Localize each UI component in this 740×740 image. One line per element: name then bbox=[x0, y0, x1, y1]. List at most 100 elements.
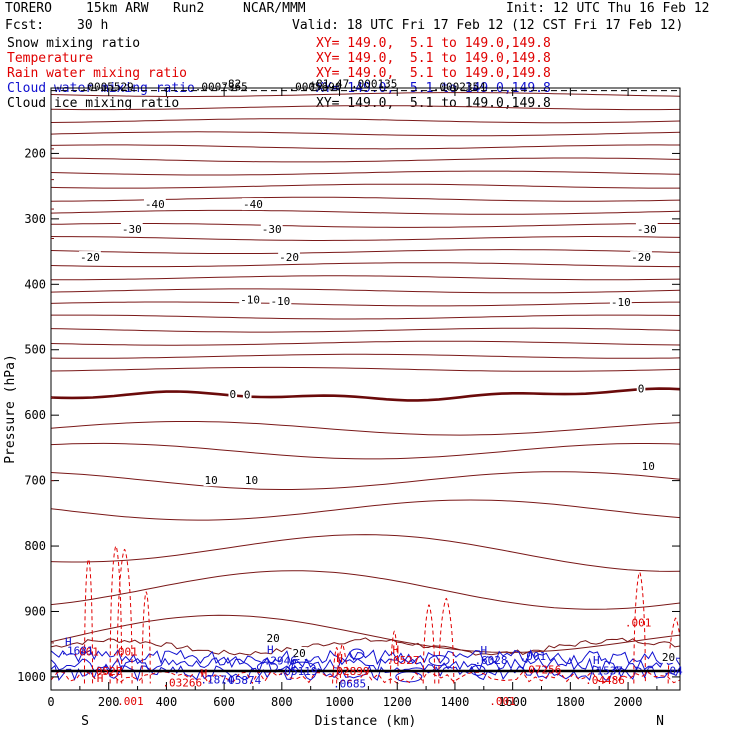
cloud-water-value-label: .1537 bbox=[590, 664, 623, 677]
x-tick-label: 1800 bbox=[556, 695, 585, 709]
x-tick-label: 1400 bbox=[440, 695, 469, 709]
isotherm-label: -30 bbox=[262, 223, 282, 236]
field-name-cloud-ice: Cloud ice mixing ratio bbox=[7, 96, 180, 111]
isotherm-label: -40 bbox=[243, 198, 263, 211]
rain-value-label: .001 bbox=[117, 695, 144, 708]
snow-value-label: .000135 bbox=[351, 77, 397, 90]
theta-contour bbox=[51, 209, 680, 215]
isotherm-label-bg bbox=[609, 296, 632, 309]
y-tick-label: 800 bbox=[24, 539, 46, 553]
isotherm-label-bg bbox=[630, 251, 652, 264]
theta-contour bbox=[51, 118, 680, 124]
rain-water-contour bbox=[116, 548, 133, 684]
theta-contour bbox=[51, 327, 680, 333]
cloud-water-value-label: .2946 bbox=[264, 654, 297, 667]
isotherm-label: 10 bbox=[245, 474, 258, 487]
isotherm-label: 0 bbox=[229, 388, 236, 401]
rain-value-label: .0528 bbox=[89, 665, 122, 678]
y-tick-label: 400 bbox=[24, 277, 46, 291]
theta-contour bbox=[51, 353, 680, 359]
snow-value-label: .0002354 bbox=[433, 81, 486, 94]
rain-water-contour bbox=[83, 558, 94, 684]
isotherm-label: -20 bbox=[631, 251, 651, 264]
maximum-marker: H bbox=[267, 643, 274, 656]
theta-contour bbox=[51, 534, 680, 572]
rain-water-contour bbox=[422, 604, 436, 684]
x-tick-label: 2000 bbox=[614, 695, 643, 709]
rain-water-contour bbox=[336, 643, 349, 684]
theta-contour bbox=[51, 157, 680, 163]
south-end-label: S bbox=[81, 714, 89, 729]
isotherm-label: -40 bbox=[145, 198, 165, 211]
isotherm-label-bg bbox=[660, 650, 677, 663]
run-label: Run2 bbox=[173, 1, 205, 16]
x-tick-label: 0 bbox=[47, 695, 54, 709]
isotherm-label-bg bbox=[635, 222, 658, 235]
snow-value-label: +81.47 bbox=[310, 77, 350, 90]
x-tick-label: 600 bbox=[213, 695, 235, 709]
plot-area bbox=[51, 90, 680, 685]
rain-water-contour bbox=[389, 630, 399, 684]
snow-value-label: .0005690 bbox=[289, 81, 342, 94]
rain-value-label: .07256 bbox=[522, 664, 562, 677]
surface-theta-contour bbox=[51, 637, 680, 656]
y-tick-label: 200 bbox=[24, 146, 46, 160]
cloud-water-value-label: .1874 bbox=[200, 673, 233, 686]
isotherm-label: -20 bbox=[279, 251, 299, 264]
freezing-level-line bbox=[51, 387, 680, 402]
theta-contour bbox=[51, 570, 680, 610]
isotherm-label: 20 bbox=[267, 632, 280, 645]
theta-contour bbox=[51, 614, 680, 653]
cloud-water-value-label: .05874 bbox=[222, 674, 262, 687]
isotherm-label-bg bbox=[239, 293, 261, 306]
theta-contour bbox=[51, 262, 680, 268]
isotherm-label: -30 bbox=[122, 223, 142, 236]
y-tick-label: 1000 bbox=[17, 670, 46, 684]
rain-value-label: .001 bbox=[625, 617, 652, 630]
isotherm-label: 20 bbox=[293, 647, 306, 660]
rain-value-label: .02899 bbox=[330, 665, 370, 678]
theta-contour bbox=[51, 236, 680, 241]
forecast-label: Fcst: bbox=[5, 18, 45, 33]
y-tick-label: 700 bbox=[24, 474, 46, 488]
maximum-marker: H bbox=[201, 667, 208, 680]
theta-contour bbox=[51, 275, 680, 281]
isotherm-label: -30 bbox=[637, 223, 657, 236]
rain-water-contour bbox=[109, 545, 123, 684]
plot-frame bbox=[50, 87, 681, 691]
y-axis-title: Pressure (hPa) bbox=[3, 354, 18, 464]
cloud-water-value-label: .04 bbox=[663, 664, 683, 677]
cloud-water-cell bbox=[395, 671, 423, 683]
theta-contour bbox=[51, 471, 680, 490]
snow-value-label: .0005529 bbox=[81, 81, 134, 94]
rain-value-label: .001 bbox=[72, 645, 99, 658]
isotherm-label-bg bbox=[269, 294, 292, 307]
cloud-water-value-label: .05119 bbox=[278, 665, 318, 678]
isotherm-label-bg bbox=[143, 198, 166, 211]
model-name: TORERO bbox=[5, 1, 52, 16]
valid-time: Valid: 18 UTC Fri 17 Feb 12 (12 CST Fri … bbox=[292, 18, 684, 33]
snow-value-label: -82 bbox=[221, 77, 241, 90]
isotherm-label-bg bbox=[228, 387, 238, 400]
isotherm-label-bg bbox=[260, 222, 283, 235]
rain-value-label: .001 bbox=[489, 695, 516, 708]
cloud-water-contour bbox=[51, 656, 680, 673]
field-xy-snow: XY= 149.0, 5.1 to 149.0,149.8 bbox=[316, 36, 551, 51]
isotherm-label: 0 bbox=[244, 389, 251, 402]
isotherm-label-bg bbox=[242, 388, 252, 401]
y-tick-label: 900 bbox=[24, 604, 46, 618]
rain-value-label: .0527 bbox=[386, 654, 419, 667]
maximum-marker: H bbox=[593, 654, 600, 667]
isotherm-label-bg bbox=[120, 222, 143, 235]
field-name-temperature: Temperature bbox=[7, 51, 94, 66]
theta-contour bbox=[51, 105, 680, 111]
cloud-water-contour bbox=[51, 664, 680, 682]
theta-contour bbox=[51, 340, 680, 346]
rain-value-label: .04486 bbox=[585, 674, 625, 687]
cloud-water-value-label: .6028 bbox=[474, 654, 507, 667]
isotherm-label-bg bbox=[278, 251, 300, 264]
theta-contour bbox=[51, 144, 680, 150]
theta-contour bbox=[51, 301, 680, 307]
forecast-hour: 30 h bbox=[77, 18, 109, 33]
x-axis-title: Distance (km) bbox=[315, 714, 417, 729]
